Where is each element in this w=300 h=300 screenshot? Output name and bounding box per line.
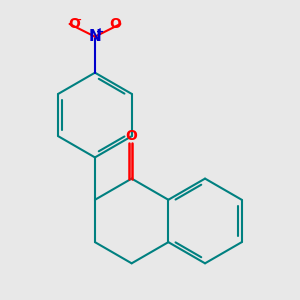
Text: −: − [73, 15, 83, 25]
Text: O: O [110, 17, 121, 31]
Text: O: O [126, 129, 138, 143]
Text: O: O [69, 17, 81, 31]
Text: +: + [96, 27, 104, 37]
Text: N: N [88, 29, 101, 44]
